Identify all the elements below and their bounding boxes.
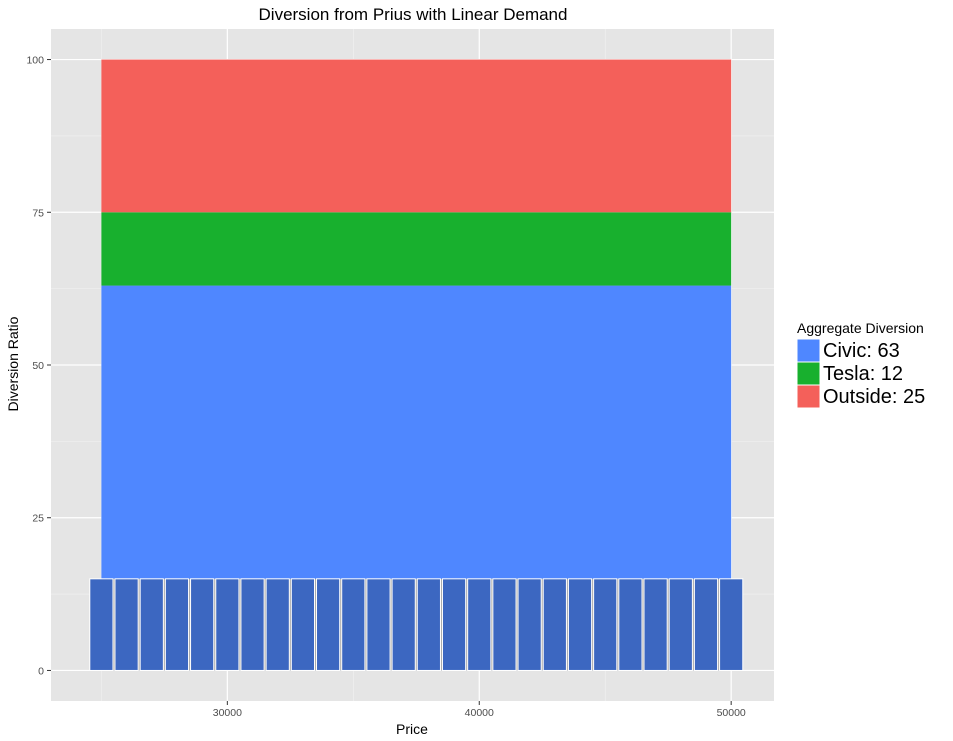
price-bar: [190, 578, 215, 671]
price-bar: [240, 578, 265, 671]
y-tick-label: 50: [32, 360, 44, 372]
price-bar: [366, 578, 391, 671]
price-bar: [719, 578, 744, 671]
legend-label: Tesla: 12: [823, 363, 903, 385]
price-bar: [492, 578, 517, 671]
chart-title: Diversion from Prius with Linear Demand: [259, 5, 568, 24]
price-bars-group: [89, 578, 744, 671]
legend-label: Civic: 63: [823, 340, 900, 362]
price-bar: [467, 578, 492, 671]
legend-swatch: [796, 338, 821, 363]
x-axis: 30000 40000 50000: [213, 701, 746, 719]
price-bar: [290, 578, 316, 671]
price-bar: [164, 578, 190, 671]
price-bar: [265, 578, 290, 671]
price-bar: [618, 578, 643, 671]
area-outside: [101, 59, 732, 213]
price-bar: [517, 578, 542, 671]
y-tick-label: 0: [38, 665, 44, 677]
price-bar: [416, 578, 441, 671]
legend-swatch: [796, 361, 821, 386]
x-tick-label: 30000: [213, 707, 242, 719]
y-axis: 0 25 50 75 100: [26, 55, 51, 677]
price-bar: [593, 578, 618, 671]
price-bar: [114, 578, 139, 671]
price-bar: [567, 578, 593, 671]
price-bar: [391, 578, 416, 671]
y-axis-title: Diversion Ratio: [5, 316, 21, 411]
legend-swatch: [796, 384, 821, 409]
price-bar: [693, 578, 719, 671]
price-bar: [441, 578, 467, 671]
price-bar: [341, 578, 366, 671]
price-bar: [668, 578, 693, 671]
x-tick-label: 40000: [465, 707, 494, 719]
price-bar: [542, 578, 567, 671]
price-bar: [139, 578, 164, 671]
y-tick-label: 75: [32, 207, 44, 219]
price-bar: [316, 578, 341, 671]
price-bar: [89, 578, 114, 671]
legend-label: Outside: 25: [823, 386, 925, 408]
price-bar: [643, 578, 668, 671]
stacked-area-group: [101, 59, 732, 671]
area-tesla: [101, 212, 732, 286]
price-bar: [215, 578, 240, 671]
legend-title: Aggregate Diversion: [797, 320, 924, 336]
x-axis-title: Price: [396, 721, 428, 737]
x-tick-label: 50000: [717, 707, 746, 719]
y-tick-label: 25: [32, 513, 44, 525]
y-tick-label: 100: [26, 55, 44, 67]
